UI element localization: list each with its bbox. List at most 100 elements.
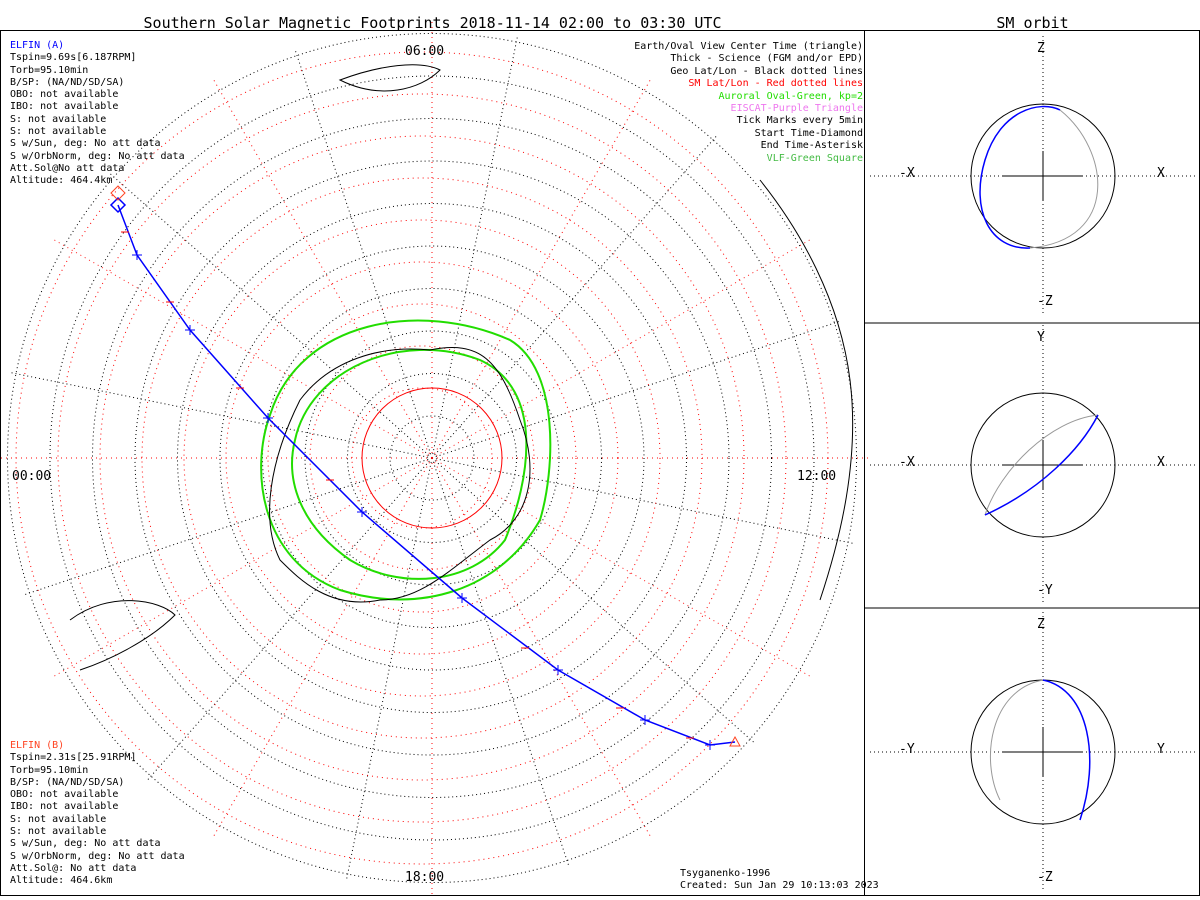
geo-lat-circle [7,33,857,883]
geo-lon-line [346,457,433,880]
orbit-axis-label-top: Z [1037,617,1045,632]
legend-item: End Time-Asterisk [760,140,863,152]
geo-lat-circle [304,330,560,586]
legend-item: Earth/Oval View Center Time (triangle) [634,41,863,52]
geo-lat-circle [389,415,475,501]
sm-lat-circle [309,345,535,571]
orbit-axis-label-right: X [1157,166,1165,181]
elfin-a-info: ELFIN (A) Tspin=9.69s[6.187RPM] Torb=95.1… [10,40,185,188]
time-label-bottom: 18:00 [405,870,445,885]
elfin-b-info-line: S: not available [10,813,107,825]
geo-lat-circle [177,203,687,713]
orbit-axis-label-bottom: -Y [1037,583,1053,598]
elfin-a-tick-mark [263,413,273,423]
elfin-a-name: ELFIN (A) [10,40,65,51]
sm-lat-circle [267,303,577,613]
elfin-b-info: ELFIN (B) Tspin=2.31s[25.91RPM] Torb=95.1… [10,740,185,888]
legend-item: Tick Marks every 5min [736,115,863,127]
elfin-a-info-line: Att.Sol@No att data [10,162,125,174]
geo-lat-circle [262,288,602,628]
orbit-axis-label-right: Y [1157,742,1165,757]
orbit-axis-label-bottom: -Z [1037,294,1053,309]
elfin-a-info-line: Torb=95.10min [10,64,89,76]
elfin-a-tick-mark [640,715,650,725]
elfin-b-info-line: S w/Sun, deg: No att data [10,838,161,850]
created-label: Created: Sun Jan 29 10:13:03 2023 [680,880,879,891]
geo-lon-line [146,457,433,781]
geo-lon-line [431,36,518,459]
legend: Earth/Oval View Center Time (triangle) Th… [634,41,863,165]
legend-item: Thick - Science (FGM and/or EPD) [670,53,863,65]
elfin-a-tick-mark [132,250,142,260]
africa-tip-coastline [338,64,441,92]
elfin-a-info-line: IBO: not available [10,101,119,113]
orbit-path-elfin [979,105,1061,249]
auroral-oval-outer [260,319,552,601]
geo-lat-circle [92,118,772,798]
elfin-a-info-line: Tspin=9.69s[6.187RPM] [10,52,137,64]
legend-item: Geo Lat/Lon - Black dotted lines [670,65,863,77]
orbit-path-gray [984,414,1099,516]
sm-lon-line [431,237,814,459]
elfin-a-info-line: OBO: not available [10,89,119,101]
legend-item: SM Lat/Lon - Red dotted lines [688,78,863,90]
orbit-axis-label-bottom: -Z [1037,870,1053,885]
elfin-a-tick-mark [705,740,715,750]
elfin-b-name: ELFIN (B) [10,740,65,751]
orbit-path-elfin [1042,679,1091,821]
elfin-a-info-line: S: not available [10,113,107,125]
end-triangle [729,735,741,747]
orbit-axis-label-right: X [1157,455,1165,470]
orbit-axis-label-left: -Y [899,742,915,757]
orbit-path-gray [990,679,1044,801]
geo-lon-line [24,457,433,596]
sm-lon-line [211,76,433,459]
sm-lon-line [211,457,433,840]
geo-lat-circle [347,373,517,543]
sm-lat-circle [57,93,787,823]
elfin-b-start-diamond [110,185,126,201]
sm-lon-line [50,237,433,459]
elfin-a-tick-mark [457,593,467,603]
orbit-axis-label-left: -X [899,455,915,470]
geo-lon-line [10,372,433,459]
elfin-a-tick-mark [185,325,195,335]
elfin-b-info-line: Torb=95.10min [10,764,89,776]
antarctica-coastline [269,347,531,603]
elfin-b-info-line: S: not available [10,826,107,838]
model-label: Tsyganenko-1996 [680,868,771,879]
time-label-right: 12:00 [797,469,837,484]
elfin-a-tick-mark [553,665,563,675]
geo-lon-line [431,320,840,459]
orbit-path-elfin [984,414,1099,516]
sm-lon-line [50,457,433,679]
sm-lon-line [431,76,653,459]
geo-lon-line [431,457,755,744]
legend-item: Auroral Oval-Green, kp=2 [718,90,864,102]
australia-coastline [759,179,854,601]
elfin-a-trajectory [117,204,736,746]
elfin-a-info-line: B/SP: (NA/ND/SD/SA) [10,76,125,88]
geo-lat-circle [134,160,730,756]
elfin-a-tick-mark [357,507,367,517]
sm-lon-line [431,457,653,840]
elfin-b-info-line: Altitude: 464.6km [10,875,113,887]
elfin-a-start-diamond [109,196,127,214]
geo-lat-circle [49,75,815,841]
south-america-coastline [69,600,176,671]
geo-lon-line [431,135,718,459]
legend-item: EISCAT-Purple Triangle [730,103,863,115]
orbit-axis-label-top: Y [1037,330,1045,345]
elfin-b-info-line: IBO: not available [10,801,119,813]
sm-inner-circle [361,387,503,529]
elfin-b-info-line: B/SP: (NA/ND/SD/SA) [10,776,125,788]
elfin-b-info-line: S w/OrbNorm, deg: No att data [10,850,185,862]
sm-lon-line [431,457,814,679]
geo-lat-circle [219,245,645,671]
legend-item: Start Time-Diamond [754,127,863,139]
auroral-oval-inner [291,349,528,580]
geo-lon-line [431,457,854,544]
sm-lat-circle [183,219,661,697]
elfin-a-info-line: S w/Sun, deg: No att data [10,138,161,150]
legend-item: VLF-Green Square [766,152,863,164]
